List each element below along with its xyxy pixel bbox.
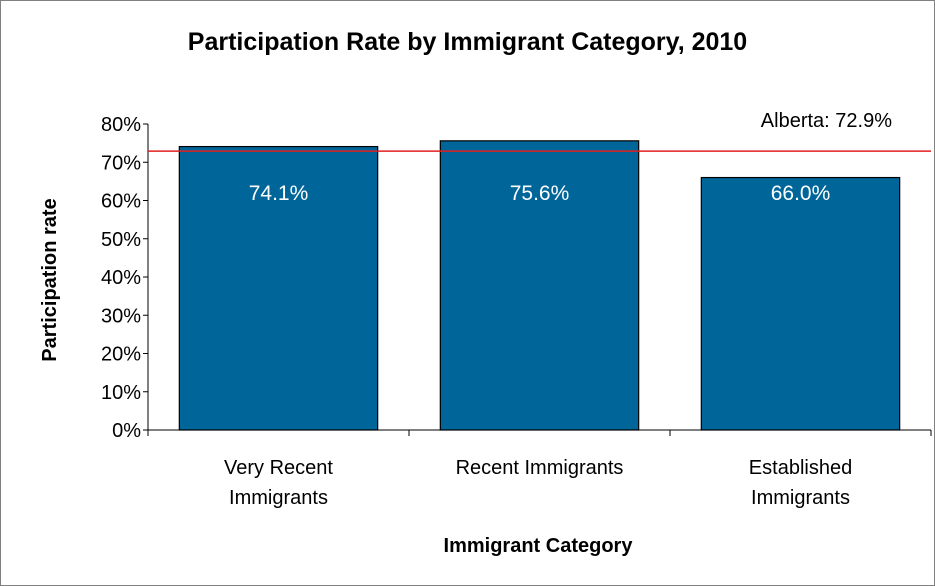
x-tick-label: Established	[749, 457, 852, 479]
bar-value-label: 75.6%	[510, 182, 570, 205]
y-tick-label: 0%	[112, 420, 141, 442]
x-axis-label: Immigrant Category	[444, 535, 634, 557]
y-axis-label: Participation rate	[39, 198, 61, 361]
reference-line-group: Alberta: 72.9%	[148, 110, 931, 152]
x-tick-label: Immigrants	[229, 487, 328, 509]
x-tick-label: Very Recent	[224, 457, 333, 479]
x-tick-label: Recent Immigrants	[456, 457, 624, 479]
bar-value-label: 74.1%	[249, 182, 309, 205]
y-tick-label: 80%	[101, 114, 141, 136]
bar-value-label: 66.0%	[771, 182, 831, 205]
y-tick-label: 60%	[101, 191, 141, 213]
y-tick-label: 70%	[101, 152, 141, 174]
bar	[700, 176, 901, 431]
y-tick-label: 40%	[101, 267, 141, 289]
x-tick-label: Immigrants	[751, 487, 850, 509]
reference-line-label: Alberta: 72.9%	[761, 110, 892, 132]
y-axis: 0% 10% 20% 30% 40% 50% 60% 70% 80%	[101, 114, 149, 442]
y-tick-label: 10%	[101, 382, 141, 404]
y-tick-label: 30%	[101, 305, 141, 327]
bar	[439, 140, 640, 431]
x-axis: Very Recent Immigrants Recent Immigrants Es…	[147, 429, 932, 509]
bar	[178, 145, 379, 431]
bars: 74.1% 75.6% 66.0%	[178, 140, 901, 431]
chart-title: Participation Rate by Immigrant Category…	[187, 28, 748, 56]
y-tick-label: 20%	[101, 344, 141, 366]
y-tick-label: 50%	[101, 229, 141, 251]
